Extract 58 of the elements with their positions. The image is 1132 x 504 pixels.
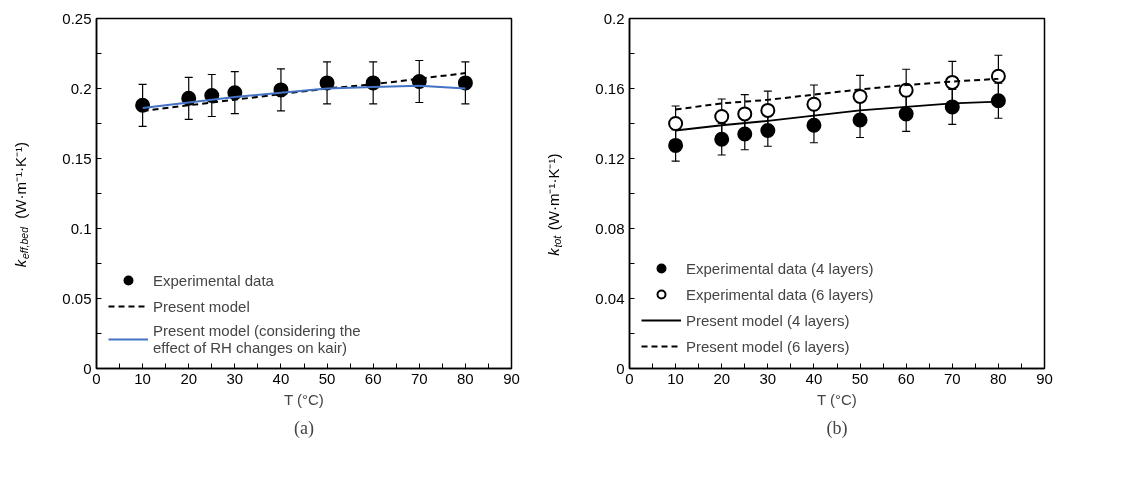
x-tick-label: 70 [410,369,428,387]
point [714,131,730,147]
x-tick-label: 60 [364,369,382,387]
y-axis-title: ktot (W·m⁻¹·K⁻¹) [545,153,564,256]
point [990,93,1006,109]
y-tick-label: 0.1 [70,219,92,237]
point [760,102,776,118]
y-tick-label: 0.2 [603,9,625,27]
x-tick-label: 10 [134,369,151,387]
x-tick-label: 30 [226,369,244,387]
x-tick-label: 80 [457,369,474,387]
point [457,75,473,91]
x-tick-label: 50 [318,369,336,387]
y-tick-label: 0.08 [595,219,625,237]
point [898,106,914,122]
x-tick-label: 30 [759,369,777,387]
text: (b) [826,417,848,439]
y-tick-label: 0.12 [595,149,625,167]
y-tick-label: 0.16 [595,79,625,97]
point [737,126,753,142]
legend-label: Experimental data (4 layers) [686,259,874,277]
y-tick-label: 0.05 [62,289,92,307]
y-tick-label: 0.2 [70,79,92,97]
x-tick-label: 20 [713,369,731,387]
point [668,116,684,131]
text: (a) [294,417,314,439]
legend-label: Present model (considering the effect of RH changes on kair) [153,322,361,356]
legend-label: Experimental data [153,271,274,289]
point [852,112,868,128]
x-tick-label: 90 [1036,369,1053,387]
point [990,68,1006,84]
point [760,123,776,138]
y-tick-label: 0.04 [595,289,625,307]
point [668,137,684,153]
point [737,106,753,122]
x-tick-label: 50 [851,369,869,387]
x-axis-title: T (°C) [816,390,857,408]
y-tick-label: 0.25 [62,9,92,27]
point [898,82,914,98]
point [714,109,730,124]
x-tick-label: 10 [667,369,684,387]
legend-label: Present model [153,297,250,315]
x-tick-label: 60 [897,369,915,387]
legend-label: Present model (6 layers) [686,337,850,355]
x-tick-label: 90 [503,369,520,387]
x-tick-label: 70 [943,369,961,387]
point [806,117,822,133]
x-tick-label: 40 [272,369,290,387]
y-axis-title: keff,bed (W·m⁻¹·K⁻¹) [12,142,31,268]
y-tick-label: 0.15 [62,149,92,167]
x-tick-label: 80 [990,369,1007,387]
x-axis-title: T (°C) [283,390,324,408]
legend-label: Present model (4 layers) [686,311,850,329]
point [852,88,868,104]
legend-label: Experimental data (6 layers) [686,285,874,303]
x-tick-label: 20 [180,369,198,387]
x-tick-label: 40 [805,369,823,387]
point [806,96,822,112]
